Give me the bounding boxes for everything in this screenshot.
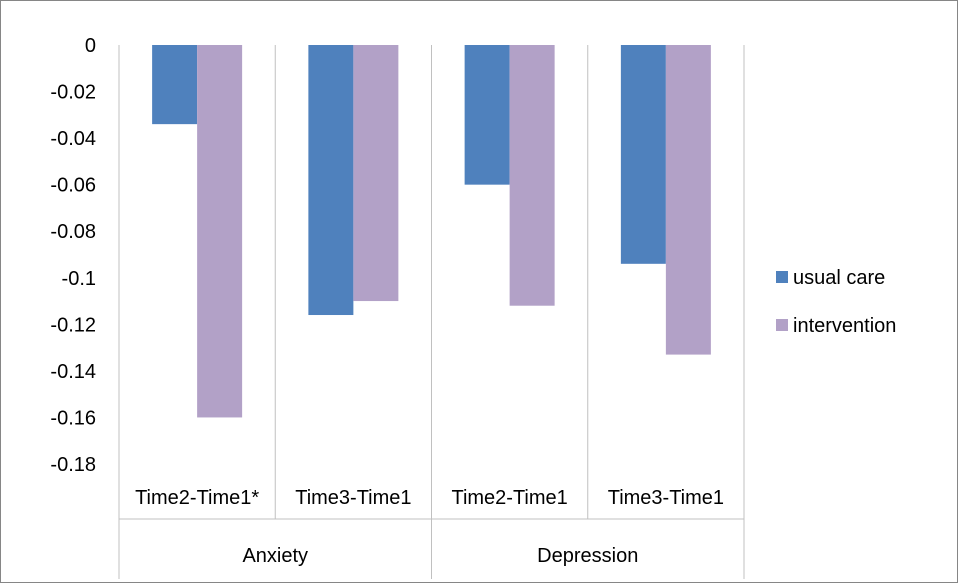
group-label: Depression xyxy=(537,545,638,567)
y-tick-label: -0.1 xyxy=(62,268,96,290)
y-tick-label: -0.08 xyxy=(50,221,96,243)
category-label: Time2-Time1* xyxy=(135,487,259,509)
bar-usual-care xyxy=(465,45,510,185)
legend-label: intervention xyxy=(793,315,896,337)
bar-intervention xyxy=(197,45,242,417)
category-label: Time3-Time1 xyxy=(608,487,724,509)
bar-usual-care xyxy=(152,45,197,124)
y-tick-labels: 0 -0.02 -0.04 -0.06 -0.08 -0.1 -0.12 -0.14 -0.16… xyxy=(50,35,96,476)
y-tick-label: -0.04 xyxy=(50,128,96,150)
y-tick-label: -0.14 xyxy=(50,361,96,383)
bar-intervention xyxy=(666,45,711,355)
y-tick-label: 0 xyxy=(85,35,96,57)
legend: usual care intervention xyxy=(776,267,896,337)
y-tick-label: -0.12 xyxy=(50,314,96,336)
y-tick-label: -0.18 xyxy=(50,454,96,476)
category-labels: Time2-Time1* Time3-Time1 Time2-Time1 Time3-… xyxy=(135,487,724,567)
legend-swatch xyxy=(776,271,788,283)
legend-swatch xyxy=(776,319,788,331)
legend-label: usual care xyxy=(793,267,885,289)
group-label: Anxiety xyxy=(242,545,308,567)
bar-usual-care xyxy=(308,45,353,315)
y-tick-label: -0.16 xyxy=(50,407,96,429)
bar-intervention xyxy=(353,45,398,301)
y-tick-label: -0.02 xyxy=(50,82,96,104)
bar-intervention xyxy=(510,45,555,306)
bar-usual-care xyxy=(621,45,666,264)
category-label: Time3-Time1 xyxy=(295,487,411,509)
y-tick-label: -0.06 xyxy=(50,175,96,197)
category-label: Time2-Time1 xyxy=(451,487,567,509)
